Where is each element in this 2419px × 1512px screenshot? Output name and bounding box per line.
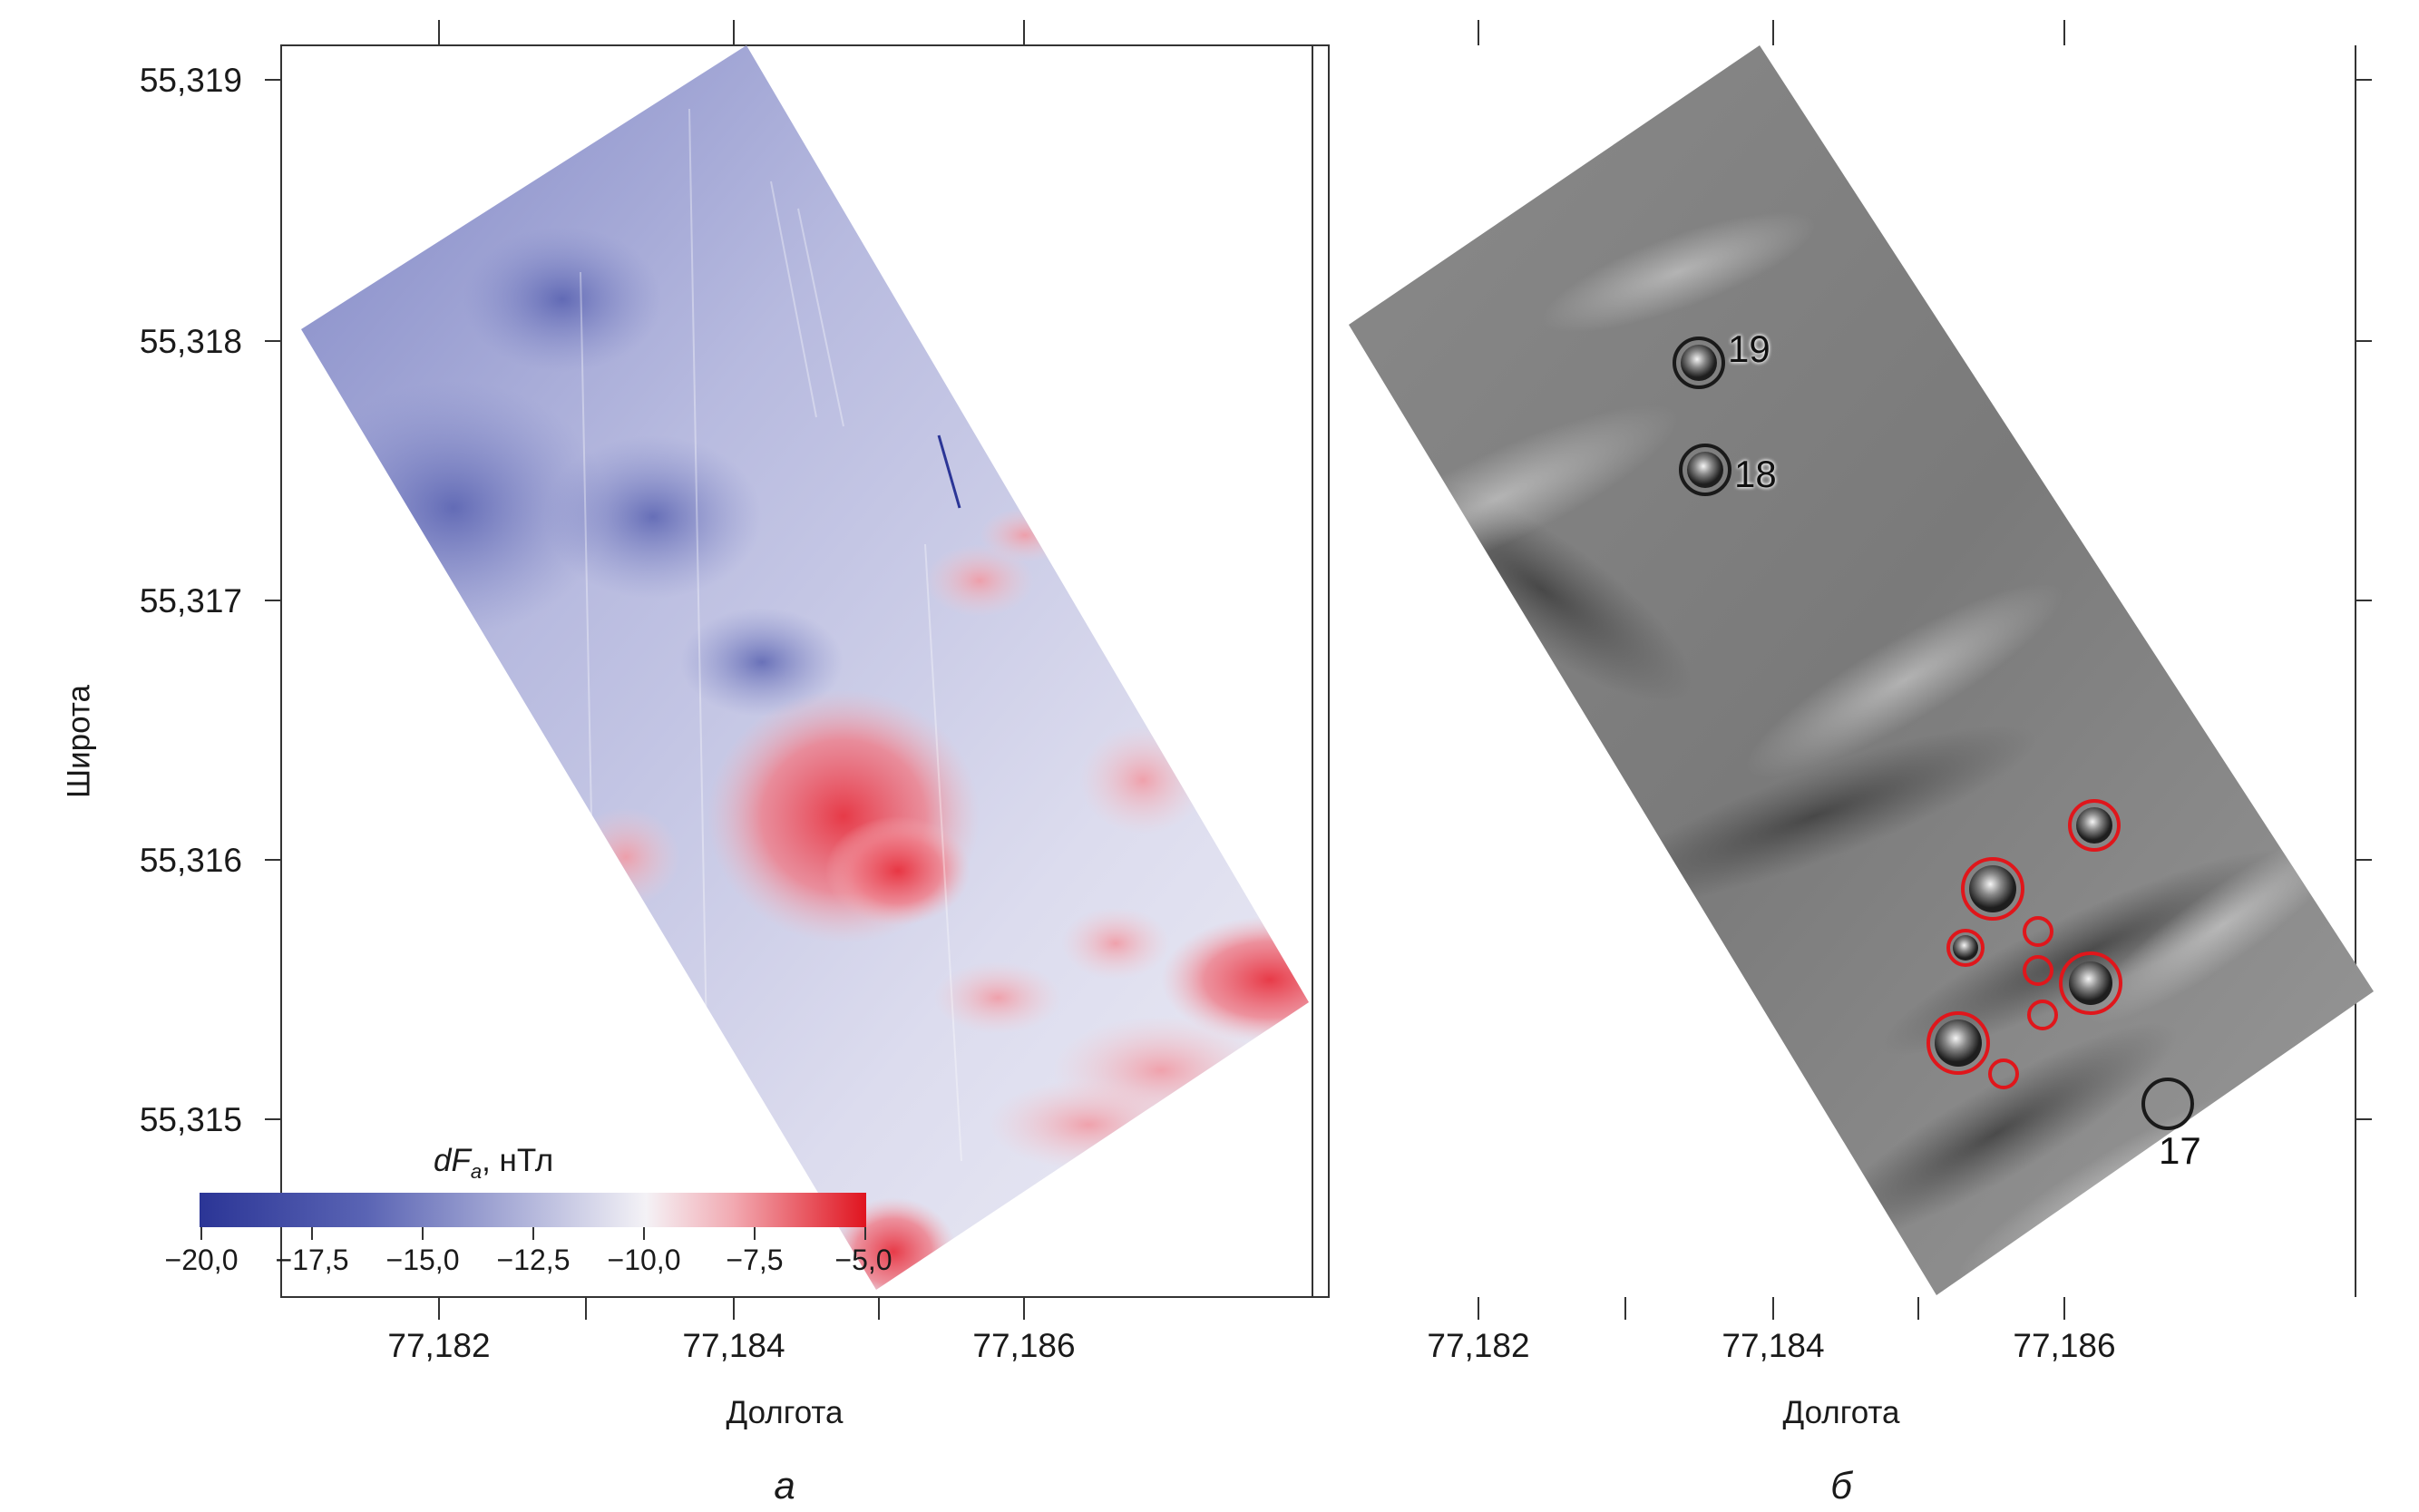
colorbar-tick-3: −15,0 <box>385 1244 460 1276</box>
colorbar-title-sub: a <box>470 1160 483 1183</box>
panel-a-frame <box>280 44 1330 1298</box>
panel-a-ytick-1: 55,319 <box>139 62 242 99</box>
red-anomaly-7 <box>2059 951 2122 1015</box>
anomaly-19-circle <box>1673 337 1725 389</box>
red-anomaly-1 <box>2068 799 2121 852</box>
colorbar-tick-5: −10,0 <box>607 1244 681 1276</box>
panel-a-xtick-3: 77,186 <box>972 1327 1076 1364</box>
colorbar-title: dFa, нТл <box>434 1145 553 1182</box>
anomaly-18 <box>1679 444 1731 496</box>
red-anomaly-8 <box>1926 1011 1990 1075</box>
anomaly-17 <box>2141 1078 2194 1130</box>
red-anomaly-6 <box>2027 1000 2058 1030</box>
colorbar-tick-7: −5,0 <box>834 1244 892 1276</box>
panel-a-magnetic-map <box>200 20 1330 1320</box>
panel-a-ticks <box>265 20 1025 1320</box>
panel-b-xtick-1: 77,182 <box>1427 1327 1530 1364</box>
colorbar-tick-1: −20,0 <box>164 1244 239 1276</box>
panel-b-xtick-2: 77,184 <box>1722 1327 1825 1364</box>
anomaly-19-label: 19 <box>1728 327 1770 370</box>
panel-a-xlabel: Долгота <box>726 1395 844 1430</box>
colorbar-tick-2: −17,5 <box>275 1244 349 1276</box>
panel-b-relief-map <box>1312 20 2374 1320</box>
red-anomaly-9 <box>1988 1058 2019 1089</box>
red-anomaly-2 <box>1961 857 2024 921</box>
panel-b-xtick-3: 77,186 <box>2013 1327 2116 1364</box>
colorbar-title-unit: , нТл <box>482 1143 554 1178</box>
anomaly-18-circle <box>1679 444 1731 496</box>
panel-a-ylabel: Широта <box>61 685 97 798</box>
panel-a-ytick-3: 55,317 <box>139 582 242 619</box>
anomaly-17-circle <box>2141 1078 2194 1130</box>
panel-a-xtick-2: 77,184 <box>682 1327 785 1364</box>
colorbar-gradient <box>200 1193 866 1227</box>
colorbar-title-main: dF <box>434 1143 471 1178</box>
panel-a-anomaly-surface <box>301 45 1309 1290</box>
panel-a-xtick-1: 77,182 <box>387 1327 491 1364</box>
panel-b-letter: б <box>1830 1464 1852 1507</box>
panel-b-ticks <box>1478 20 2372 1320</box>
panel-b-xlabel: Долгота <box>1782 1395 1900 1430</box>
panel-a-ytick-2: 55,318 <box>139 323 242 360</box>
panel-b-relief-surface <box>1349 45 2374 1295</box>
panel-a-ytick-5: 55,315 <box>139 1101 242 1138</box>
anomaly-17-label: 17 <box>2159 1129 2201 1172</box>
red-anomaly-markers <box>1926 799 2122 1089</box>
red-anomaly-3 <box>1946 929 1985 967</box>
red-anomaly-5 <box>2023 955 2053 986</box>
panel-a-letter: а <box>774 1464 795 1507</box>
colorbar-tick-6: −7,5 <box>726 1244 784 1276</box>
anomaly-18-label: 18 <box>1734 453 1777 495</box>
panel-a-ytick-4: 55,316 <box>139 842 242 879</box>
red-anomaly-4 <box>2023 916 2053 947</box>
anomaly-19 <box>1673 337 1725 389</box>
colorbar-tick-4: −12,5 <box>496 1244 571 1276</box>
colorbar <box>200 1193 866 1240</box>
